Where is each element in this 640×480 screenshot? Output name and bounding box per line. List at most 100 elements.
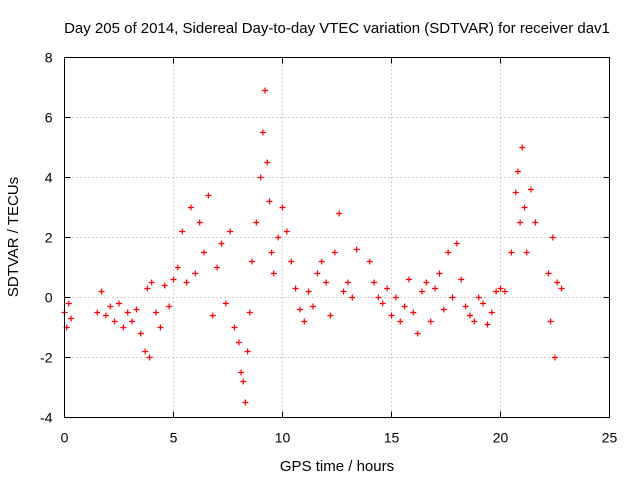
data-point (436, 270, 443, 277)
data-point (292, 285, 299, 292)
data-point (161, 282, 168, 289)
data-point (192, 270, 199, 277)
data-point (528, 186, 535, 193)
data-point (449, 294, 456, 301)
data-point (179, 228, 186, 235)
data-point (331, 249, 338, 256)
y-tick-labels: -4 -2 0 2 4 6 8 (40, 50, 53, 426)
data-point (283, 228, 290, 235)
data-point (340, 288, 347, 295)
data-point (375, 294, 382, 301)
data-point (253, 219, 260, 226)
data-point (453, 240, 460, 247)
data-point (558, 285, 565, 292)
data-point (65, 300, 72, 307)
data-point (501, 288, 508, 295)
data-point (262, 87, 269, 94)
data-point (98, 288, 105, 295)
data-points (61, 87, 565, 406)
data-point (257, 174, 264, 181)
data-point (508, 249, 515, 256)
data-point (466, 312, 473, 319)
data-point (310, 303, 317, 310)
data-point (266, 198, 273, 205)
data-point (187, 204, 194, 211)
data-point (146, 354, 153, 361)
data-point (512, 189, 519, 196)
data-point (552, 354, 558, 361)
y-tick-label: -2 (40, 350, 53, 366)
data-point (264, 159, 271, 166)
x-tick-label: 5 (170, 430, 178, 446)
y-tick-label: 6 (45, 110, 53, 126)
data-point (214, 264, 221, 271)
data-point (196, 219, 203, 226)
data-point (166, 303, 173, 310)
data-point (327, 312, 334, 319)
x-tick-label: 20 (493, 430, 509, 446)
data-point (270, 270, 277, 277)
data-point (301, 318, 308, 325)
data-point (218, 240, 225, 247)
data-point (388, 312, 395, 319)
data-point (462, 303, 469, 310)
data-point (240, 378, 247, 385)
plot-frame (64, 57, 610, 418)
data-point (120, 324, 127, 331)
x-tick-labels: 0 5 10 15 20 25 (61, 430, 618, 446)
data-point (554, 279, 561, 286)
data-point (323, 279, 330, 286)
x-tick-label: 25 (602, 430, 618, 446)
data-point (124, 309, 131, 316)
data-point (440, 306, 447, 313)
x-axis-label: GPS time / hours (280, 458, 394, 475)
data-point (68, 315, 75, 322)
data-point (336, 210, 343, 217)
data-point (523, 249, 530, 256)
data-point (419, 288, 426, 295)
data-point (493, 288, 500, 295)
x-tick-label: 15 (384, 430, 400, 446)
y-tick-label: 2 (45, 230, 53, 246)
y-axis-label: SDTVAR / TECUs (5, 177, 22, 297)
data-point (238, 369, 245, 376)
data-point (519, 144, 526, 151)
data-point (259, 129, 266, 136)
data-point (231, 324, 238, 331)
data-point (349, 294, 356, 301)
data-point (148, 279, 155, 286)
data-point (111, 318, 118, 325)
data-point (305, 288, 312, 295)
data-point (397, 318, 404, 325)
data-point (532, 219, 539, 226)
x-tick-label: 0 (61, 430, 69, 446)
data-point (279, 204, 286, 211)
data-point (471, 318, 478, 325)
data-point (235, 339, 242, 346)
data-point (244, 348, 251, 355)
data-point (521, 204, 528, 211)
data-point (142, 348, 149, 355)
data-point (366, 258, 373, 265)
y-tick-label: 4 (45, 170, 53, 186)
data-point (275, 234, 282, 241)
data-point (480, 300, 487, 307)
data-point (353, 246, 360, 253)
data-point (384, 285, 391, 292)
data-point (314, 270, 321, 277)
data-point (497, 285, 504, 292)
data-point (174, 264, 181, 271)
data-point (133, 306, 140, 313)
data-point (137, 330, 144, 337)
data-point (246, 309, 253, 316)
data-point (170, 276, 177, 283)
data-point (116, 300, 122, 307)
data-point (379, 300, 386, 307)
data-point (488, 309, 495, 316)
data-point (227, 228, 234, 235)
data-point (432, 285, 439, 292)
data-point (94, 309, 101, 316)
data-point (458, 276, 465, 283)
data-point (288, 258, 295, 265)
